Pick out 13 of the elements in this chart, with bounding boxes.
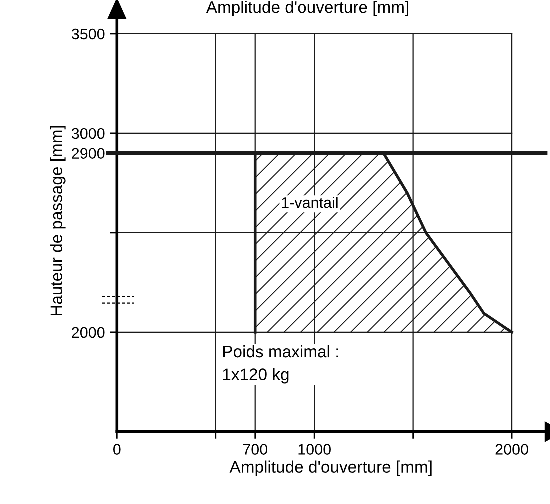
y-tick-label: 3500 — [72, 28, 105, 40]
annotation: Poids maximal : 1x120 kg — [223, 345, 338, 384]
x-tick-label: 700 — [243, 444, 268, 455]
y-tick-label: 3000 — [72, 128, 105, 140]
annotation: 1-vantail — [282, 197, 338, 208]
x-axis-title: Amplitude d'ouverture [mm] — [230, 460, 432, 476]
x-tick-label: 2000 — [496, 444, 528, 455]
y-tick-label: 2900 — [72, 148, 105, 160]
x2-axis-title: Amplitude d'ouverture [mm] — [206, 1, 408, 17]
y-axis-title: Hauteur de passage [mm] — [50, 126, 66, 316]
x-tick-label: 0 — [114, 444, 121, 455]
y-tick-label: 2000 — [72, 327, 105, 338]
x-tick-label: 1000 — [298, 444, 331, 455]
